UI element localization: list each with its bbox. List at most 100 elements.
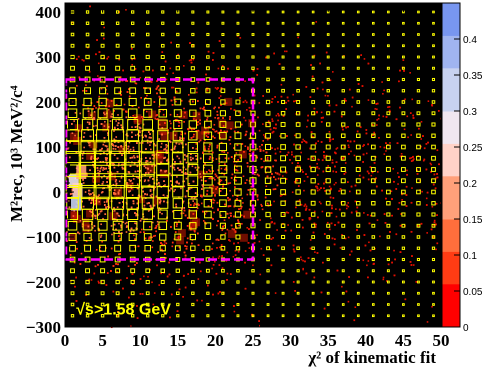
- density-point: [175, 100, 177, 103]
- density-point: [176, 113, 179, 116]
- density-cell: [225, 121, 234, 130]
- density-point: [212, 201, 215, 204]
- density-point: [431, 104, 434, 107]
- density-point: [302, 171, 304, 173]
- density-point: [177, 237, 180, 239]
- density-point: [87, 229, 90, 232]
- density-point: [153, 215, 155, 218]
- density-point: [95, 107, 97, 109]
- density-point: [81, 154, 84, 156]
- density-point: [433, 173, 436, 176]
- density-point: [115, 120, 117, 122]
- density-point: [155, 225, 158, 227]
- density-point: [324, 94, 327, 97]
- density-point: [316, 252, 319, 254]
- density-point: [229, 118, 231, 120]
- density-point: [132, 146, 135, 149]
- density-point: [163, 185, 165, 187]
- density-point: [202, 107, 204, 110]
- density-point: [165, 78, 168, 81]
- density-point: [343, 98, 346, 100]
- density-point: [149, 205, 152, 207]
- density-point: [118, 189, 121, 192]
- density-point: [122, 163, 124, 166]
- density-point: [410, 160, 413, 162]
- density-point: [231, 228, 234, 230]
- density-point: [88, 192, 90, 195]
- density-point: [341, 285, 343, 288]
- density-point: [130, 47, 133, 50]
- density-point: [256, 74, 259, 76]
- density-point: [102, 187, 104, 190]
- density-point: [275, 159, 277, 162]
- density-point: [141, 142, 144, 144]
- density-point: [305, 141, 308, 144]
- density-point: [335, 215, 338, 218]
- density-point: [122, 221, 125, 223]
- density-point: [323, 182, 325, 185]
- density-point: [148, 136, 151, 139]
- density-point: [196, 207, 199, 209]
- density-point: [401, 199, 403, 201]
- density-point: [213, 199, 216, 202]
- density-point: [142, 70, 145, 73]
- density-point: [223, 163, 226, 166]
- density-point: [335, 161, 338, 163]
- density-point: [435, 248, 437, 251]
- density-cell: [81, 218, 90, 227]
- density-point: [329, 140, 331, 143]
- density-point: [416, 173, 419, 175]
- density-point: [143, 165, 146, 167]
- density-point: [403, 70, 405, 72]
- density-point: [131, 273, 134, 275]
- density-point: [175, 142, 178, 145]
- density-point: [144, 174, 146, 176]
- density-point: [233, 147, 235, 149]
- density-point: [201, 195, 203, 198]
- density-point: [156, 264, 158, 267]
- density-point: [103, 201, 106, 203]
- density-point: [245, 130, 248, 133]
- density-point: [166, 195, 169, 197]
- density-point: [339, 188, 342, 190]
- density-point: [194, 196, 197, 198]
- density-point: [206, 193, 208, 196]
- density-point: [218, 264, 221, 266]
- density-point: [102, 160, 105, 163]
- density-point: [350, 250, 353, 253]
- density-point: [347, 202, 350, 204]
- density-point: [349, 253, 351, 256]
- density-point: [100, 123, 103, 125]
- density-point: [328, 130, 331, 133]
- density-point: [237, 131, 239, 133]
- density-point: [198, 204, 200, 206]
- density-point: [209, 156, 212, 158]
- density-point: [347, 205, 350, 208]
- density-cell: [158, 118, 167, 127]
- density-point: [247, 148, 249, 150]
- density-point: [151, 281, 153, 284]
- density-cell: [86, 151, 95, 160]
- density-point: [111, 173, 113, 176]
- density-point: [409, 71, 411, 74]
- density-point: [244, 80, 246, 82]
- density-point: [67, 176, 70, 179]
- density-point: [221, 248, 223, 251]
- density-point: [106, 272, 109, 274]
- density-point: [331, 159, 334, 161]
- density-point: [120, 177, 123, 179]
- density-point: [262, 95, 264, 97]
- density-point: [178, 143, 180, 145]
- density-point: [387, 263, 390, 266]
- density-point: [385, 197, 387, 200]
- density-point: [366, 170, 369, 173]
- density-point: [149, 189, 152, 191]
- density-point: [246, 226, 249, 229]
- density-point: [128, 88, 130, 90]
- density-point: [335, 148, 338, 150]
- density-point: [164, 156, 167, 159]
- density-point: [342, 128, 344, 131]
- density-point: [402, 59, 405, 61]
- density-point: [353, 140, 356, 143]
- density-point: [135, 213, 138, 215]
